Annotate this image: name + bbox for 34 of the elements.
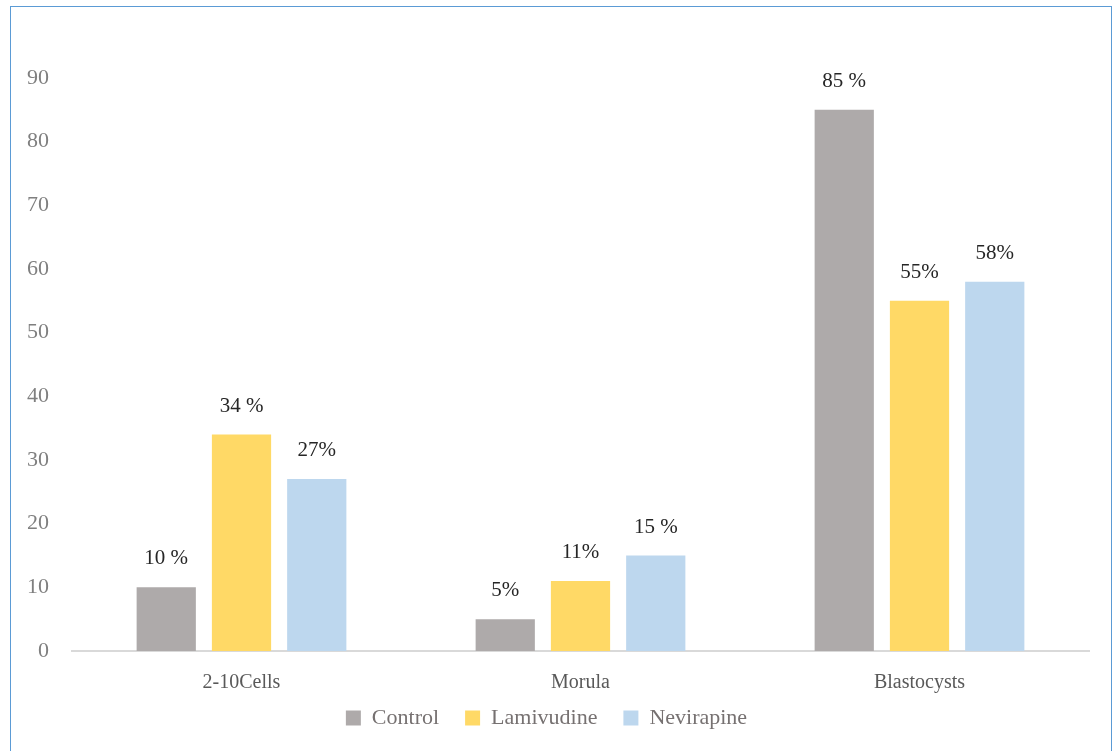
y-tick-label: 50 [27,318,49,344]
data-label: 55% [900,258,939,283]
y-tick-label: 90 [27,63,49,89]
legend-label: Lamivudine [491,703,598,729]
data-label: 58% [975,239,1015,264]
legend-label: Control [371,703,440,729]
bar [211,434,272,651]
data-label: 10 % [144,545,189,570]
y-tick-label: 20 [27,509,49,535]
data-label: 34 % [219,392,264,417]
y-tick-label: 10 [27,573,49,599]
data-label: 27% [297,437,337,462]
x-tick-label: Blastocysts [873,670,966,694]
y-tick-label: 60 [27,254,49,280]
x-tick-label: 2-10Cells [202,670,281,693]
data-label: 11% [561,538,600,563]
bar [136,587,196,651]
bar [475,619,535,651]
bar [814,109,874,651]
data-label: 5% [491,577,520,602]
bar [889,300,950,651]
y-tick-label: 70 [27,191,49,217]
bar [287,479,347,651]
y-tick-label: 80 [27,127,49,153]
x-tick-label: Morula [551,670,611,693]
bar [626,555,686,651]
y-tick-label: 0 [38,636,49,662]
y-tick-label: 40 [27,382,49,408]
data-label: 85 % [822,67,867,92]
bar [965,281,1025,651]
data-label: 15 % [633,513,678,538]
y-tick-label: 30 [27,445,49,471]
bar [550,580,611,651]
legend-label: Nevirapine [649,703,748,729]
